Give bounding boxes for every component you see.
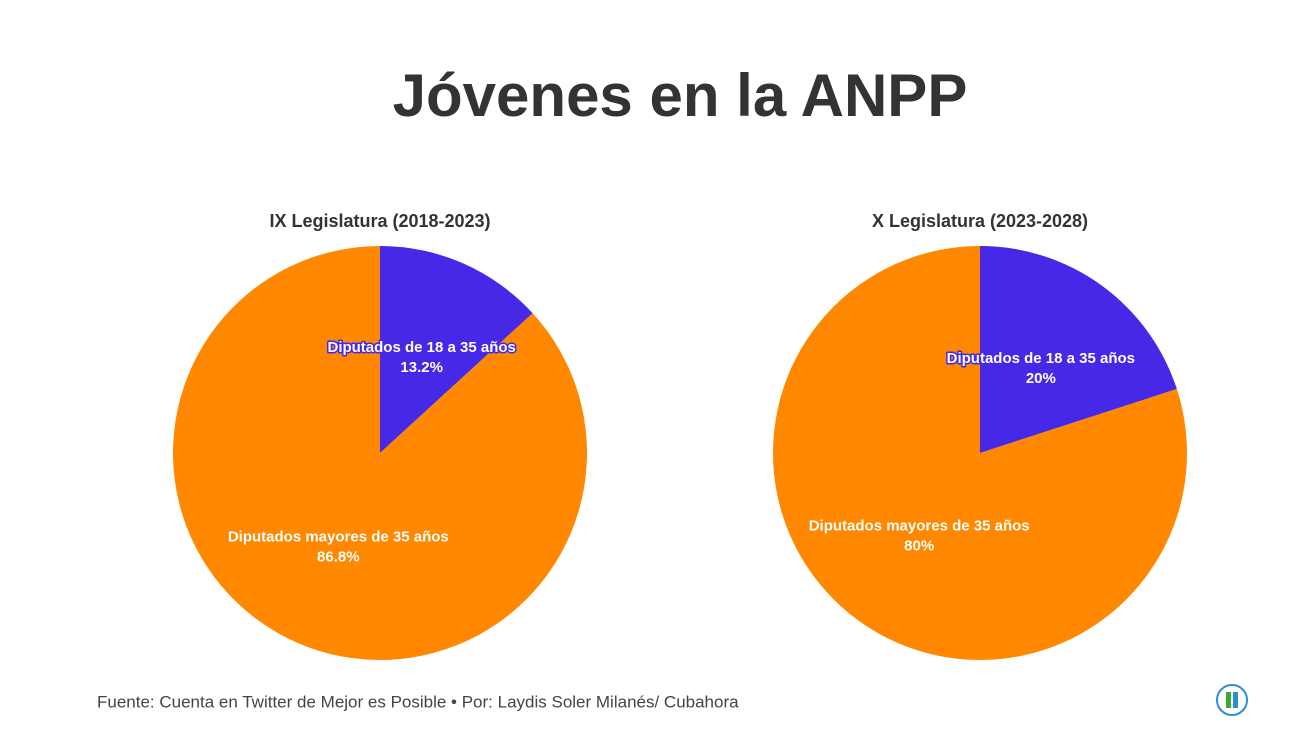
- slice-value: 86.8%: [317, 549, 360, 566]
- slice-category: Diputados mayores de 35 años: [228, 529, 449, 546]
- logo: [1216, 684, 1248, 716]
- pie-slice: [980, 246, 1177, 453]
- slice-category: Diputados de 18 a 35 años: [327, 339, 515, 356]
- slice-category: Diputados de 18 a 35 años: [947, 350, 1135, 367]
- pie-slice: [772, 246, 1187, 660]
- slice-category: Diputados mayores de 35 años: [809, 518, 1030, 535]
- pie-slice: [380, 246, 533, 453]
- chart-title: IX Legislatura (2018-2023): [269, 211, 490, 231]
- slice-value: 80%: [904, 538, 934, 555]
- pie-slice: [173, 246, 587, 661]
- chart-title: X Legislatura (2023-2028): [872, 211, 1088, 231]
- slice-value: 13.2%: [400, 359, 443, 376]
- slice-value: 20%: [1026, 370, 1056, 387]
- source-note: Fuente: Cuenta en Twitter de Mejor es Po…: [97, 692, 739, 711]
- page-title: Jóvenes en la ANPP: [393, 62, 968, 129]
